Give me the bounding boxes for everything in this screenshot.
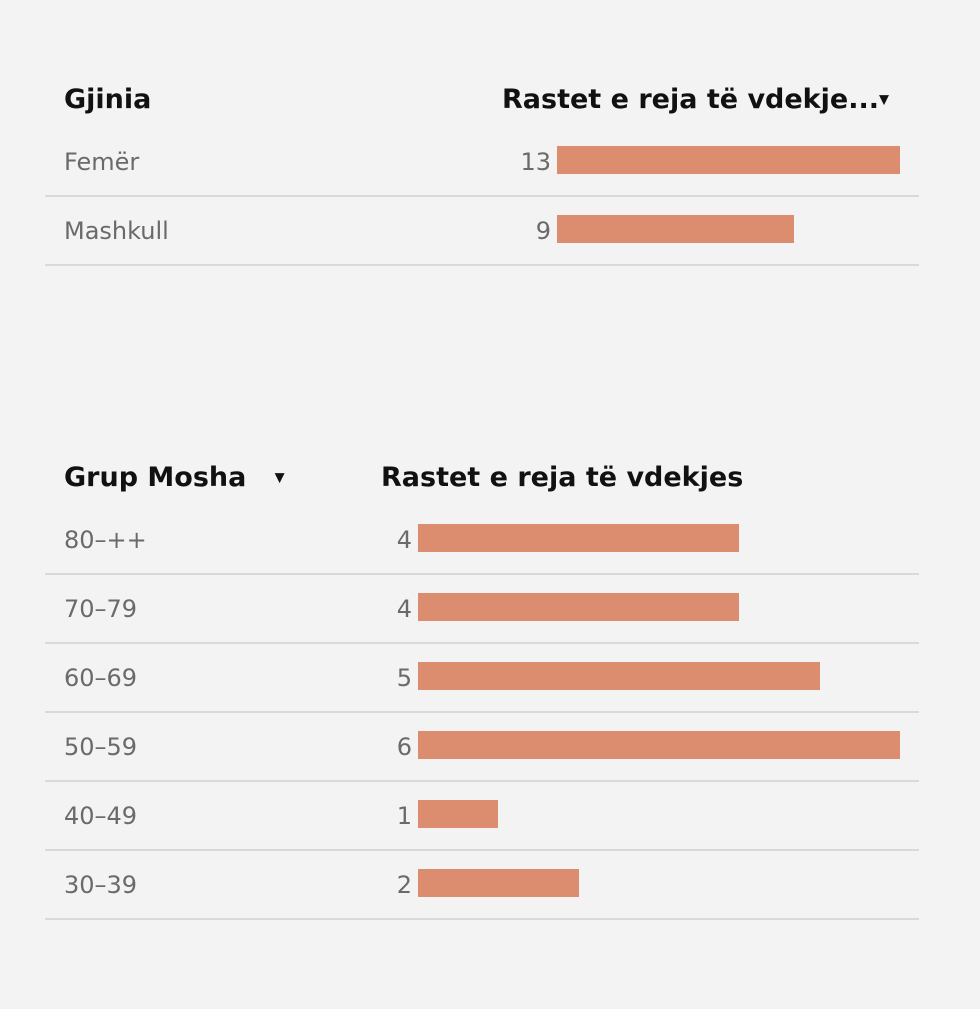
row-value: 1 [396,802,412,830]
table-row: 50–59 6 [45,713,919,782]
row-label: 70–79 [64,595,138,623]
row-value: 6 [396,733,412,761]
column-header-grup-mosha-label: Grup Mosha [64,462,247,493]
data-bar [418,593,739,621]
age-table-header: Grup Mosha ▼ Rastet e reja të vdekjes [45,448,919,506]
table-row: 70–79 4 [45,575,919,644]
row-value: 5 [396,664,412,692]
row-value: 2 [396,871,412,899]
row-label: 80–++ [64,526,147,554]
table-row: 60–69 5 [45,644,919,713]
row-value: 4 [396,526,412,554]
table-row: 30–39 2 [45,851,919,920]
data-bar [557,215,794,243]
column-header-deaths[interactable]: Rastet e reja të vdekje...▼ [502,82,889,119]
row-label: 40–49 [64,802,138,830]
row-label: 50–59 [64,733,138,761]
row-label: 60–69 [64,664,138,692]
table-row: 80–++ 4 [45,506,919,575]
column-header-gjinia[interactable]: Gjinia [64,84,152,115]
row-label: 30–39 [64,871,138,899]
caret-down-icon[interactable]: ▼ [274,470,285,486]
data-bar [418,662,820,690]
data-bar [418,800,498,828]
row-value: 4 [396,595,412,623]
row-label: Femër [64,148,140,176]
table-row: Femër 13 [45,128,919,197]
column-header-grup-mosha[interactable]: Grup Mosha ▼ [64,460,285,497]
data-bar [418,869,579,897]
gender-table-header: Gjinia Rastet e reja të vdekje...▼ [45,70,919,128]
data-bar [557,146,900,174]
gender-rows: Femër 13 Mashkull 9 [45,128,919,266]
gender-table: Gjinia Rastet e reja të vdekje...▼ Femër… [45,70,919,266]
column-header-deaths-label: Rastet e reja të vdekje... [502,84,879,115]
row-label: Mashkull [64,217,169,245]
column-header-deaths[interactable]: Rastet e reja të vdekjes [381,462,744,493]
data-bar [418,731,900,759]
data-bar [418,524,739,552]
age-rows: 80–++ 4 70–79 4 60–69 5 50–59 6 40–49 1 30–39 2 [45,506,919,920]
table-row: 40–49 1 [45,782,919,851]
age-group-table: Grup Mosha ▼ Rastet e reja të vdekjes 80… [45,448,919,920]
row-value: 9 [535,217,551,245]
caret-down-icon[interactable]: ▼ [878,92,889,108]
row-value: 13 [520,148,551,176]
table-row: Mashkull 9 [45,197,919,266]
